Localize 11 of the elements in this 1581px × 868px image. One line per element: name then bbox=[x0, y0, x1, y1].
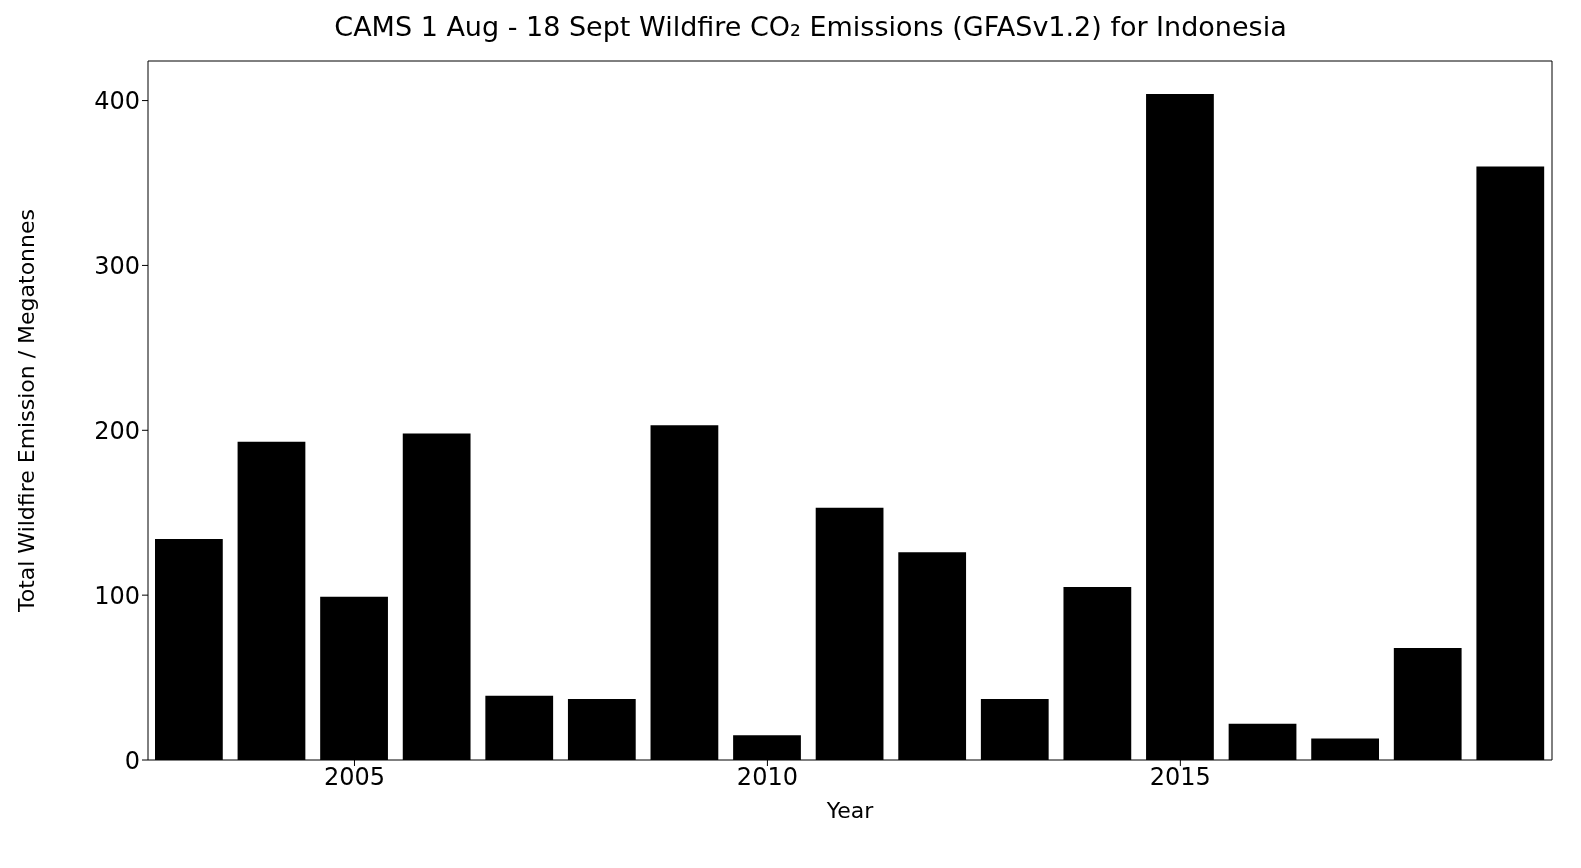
x-axis-title: Year bbox=[825, 798, 875, 823]
y-tick-label: 300 bbox=[94, 251, 140, 280]
x-tick-label: 2010 bbox=[736, 763, 798, 792]
y-tick-label: 400 bbox=[94, 87, 140, 116]
y-tick-label: 100 bbox=[94, 581, 140, 610]
y-tick-label: 0 bbox=[124, 746, 140, 775]
x-tick-label: 2005 bbox=[323, 763, 386, 792]
x-tick-label: 2015 bbox=[1149, 763, 1211, 792]
y-axis-title: Total Wildfire Emission / Megatonnes bbox=[13, 209, 39, 613]
y-tick-label: 200 bbox=[94, 416, 140, 445]
chart-title: CAMS 1 Aug - 18 Sept Wildfire CO₂ Emissions (GFASv1.2) for Indonesia bbox=[334, 11, 1287, 42]
